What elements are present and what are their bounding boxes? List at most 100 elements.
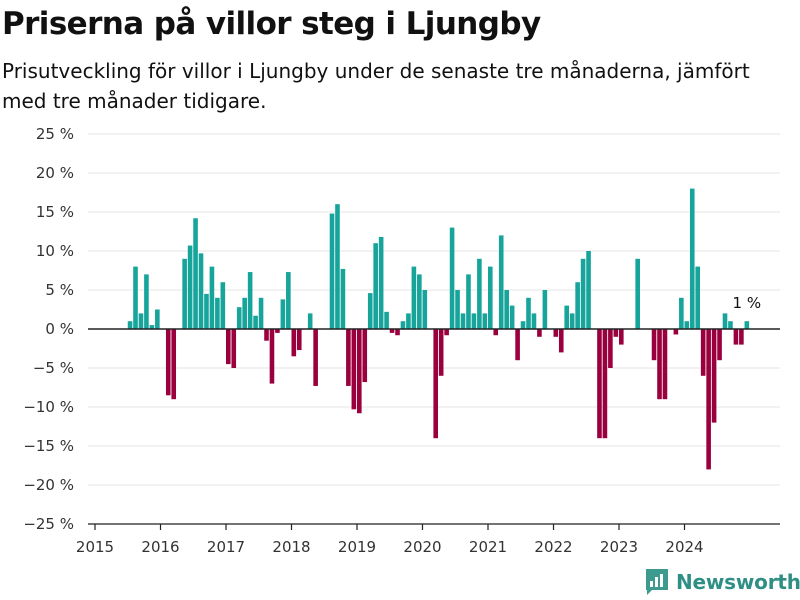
bar <box>657 329 662 400</box>
bar <box>335 204 340 329</box>
latest-value-label: 1 % <box>733 294 762 312</box>
y-tick-label: 15 % <box>36 203 74 221</box>
bar <box>406 313 411 329</box>
bar <box>477 258 482 329</box>
bar <box>296 329 302 351</box>
bar <box>504 290 509 329</box>
x-tick-label: 2015 <box>76 538 114 556</box>
bar <box>520 321 526 329</box>
bar <box>329 213 335 329</box>
x-tick-label: 2019 <box>338 538 376 556</box>
bar <box>679 297 684 329</box>
y-tick-label: −5 % <box>33 359 74 377</box>
bar <box>258 297 264 329</box>
bar <box>498 235 504 329</box>
bar <box>558 329 564 353</box>
bar <box>346 329 351 386</box>
bar <box>247 272 253 329</box>
bar <box>597 329 602 439</box>
bar <box>706 329 711 470</box>
bar <box>695 266 701 329</box>
bar <box>700 329 706 376</box>
bar <box>651 329 657 361</box>
bar <box>133 266 138 329</box>
bar <box>253 315 258 329</box>
bar <box>564 305 570 329</box>
bar <box>711 329 717 423</box>
bar <box>269 329 275 384</box>
bar <box>286 272 291 329</box>
bar <box>340 268 346 329</box>
bar <box>433 329 439 439</box>
y-tick-label: 25 % <box>36 125 74 143</box>
bar <box>220 282 226 329</box>
y-tick-label: 0 % <box>45 320 74 338</box>
y-tick-label: −25 % <box>23 515 74 533</box>
y-axis-labels: 25 % 20 % 15 % 10 % 5 % 0 % −5 % −10 % −15 % −20 … <box>23 125 74 533</box>
bar <box>209 266 215 329</box>
bar <box>744 321 750 329</box>
bar <box>204 293 209 329</box>
page-title: Priserna på villor steg i Ljungby <box>2 6 541 42</box>
bar <box>509 305 515 329</box>
bar <box>553 329 559 337</box>
x-tick-label: 2023 <box>600 538 638 556</box>
bar <box>444 329 449 336</box>
bar <box>193 218 198 329</box>
bar <box>215 297 220 329</box>
bar <box>602 329 608 439</box>
chart-subtitle: Prisutveckling för villor i Ljungby unde… <box>2 59 750 113</box>
bar <box>569 313 575 329</box>
bar <box>291 329 297 357</box>
bar-chart-logo-icon <box>646 569 668 595</box>
bar <box>722 313 728 329</box>
y-tick-label: −20 % <box>23 476 74 494</box>
bar <box>127 321 133 329</box>
bar <box>586 251 591 329</box>
bar <box>733 329 739 345</box>
bar <box>619 329 624 345</box>
bar <box>608 329 613 368</box>
bar <box>635 258 640 329</box>
bar <box>226 329 231 365</box>
x-axis-labels: 2015 2016 2017 2018 2019 2020 2021 2022 2023 2024 <box>76 538 704 556</box>
bar <box>395 329 400 336</box>
x-tick-label: 2024 <box>665 538 703 556</box>
bar <box>422 290 428 329</box>
x-tick-label: 2017 <box>207 538 245 556</box>
brand: Newsworthy <box>644 568 800 596</box>
bar <box>537 329 542 337</box>
bar <box>242 297 247 329</box>
bar <box>280 299 286 329</box>
bar <box>717 329 722 361</box>
bar <box>411 266 417 329</box>
bar <box>673 329 679 335</box>
bar <box>466 274 471 329</box>
bar <box>580 258 586 329</box>
bar <box>728 321 733 329</box>
bar <box>493 329 499 336</box>
bar <box>373 243 378 329</box>
bar <box>187 245 193 329</box>
bar <box>275 329 280 333</box>
x-tick-label: 2016 <box>141 538 179 556</box>
bar <box>367 293 373 329</box>
bar <box>149 325 155 329</box>
bar <box>482 313 488 329</box>
y-tick-label: 5 % <box>45 281 74 299</box>
bar <box>389 329 395 333</box>
bar <box>460 313 466 329</box>
bar <box>526 297 531 329</box>
bar <box>198 253 204 329</box>
axes <box>88 328 780 530</box>
annotations: 1 % <box>733 294 762 312</box>
bar <box>236 307 242 329</box>
bar <box>384 311 389 329</box>
bar <box>471 313 477 329</box>
bar <box>449 227 455 329</box>
bar <box>400 321 406 329</box>
bar <box>144 274 149 329</box>
bar <box>231 329 237 368</box>
grid-lines <box>88 133 780 486</box>
